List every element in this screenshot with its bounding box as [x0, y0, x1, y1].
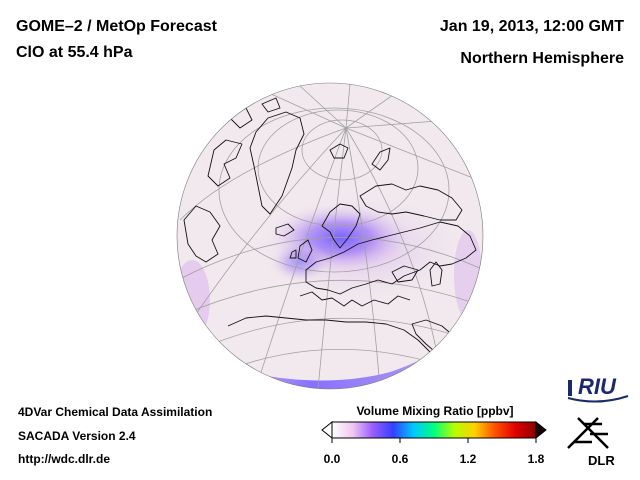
parallel-20n [197, 317, 471, 351]
meridian-4 [345, 89, 401, 129]
clo-west-rim [177, 260, 210, 340]
graticule [177, 83, 483, 389]
meridian-12 [179, 127, 347, 221]
colorbar-tick-label: 0.6 [391, 452, 409, 466]
parallel-10n [221, 349, 445, 373]
colorbar [321, 420, 547, 443]
meridian-2 [299, 85, 347, 129]
meridian-8 [317, 127, 347, 389]
parallel-40n [177, 236, 483, 281]
date-label: Jan 19, 2013, 12:00 GMT [439, 18, 624, 35]
colorbar-tick-label: 0.0 [323, 452, 341, 466]
product-title: GOME–2 / MetOp Forecast [16, 18, 217, 35]
meridian-7 [255, 127, 347, 389]
globe-map [176, 82, 484, 390]
parallel-70n [257, 109, 419, 227]
region-label: Northern Hemisphere [460, 50, 624, 67]
dlr-logo-text: DLR [588, 453, 615, 468]
coast-europe [305, 221, 477, 295]
colorbar-title: Volume Mixing Ratio [ppbv] [356, 404, 514, 418]
coast-british-isles [289, 239, 313, 263]
dlr-logo: DLR [567, 417, 615, 468]
species-level-label: ClO at 55.4 hPa [16, 44, 133, 61]
assimilation-label: 4DVar Chemical Data Assimilation [18, 405, 213, 419]
riu-logo: RIU [567, 374, 629, 403]
riu-logo-bar [568, 380, 572, 396]
colorbar-frame [331, 421, 537, 439]
coast-scandinavia [321, 203, 361, 249]
colorbar-gradient [332, 422, 536, 438]
meridian-10 [345, 127, 441, 371]
globe-outline [176, 82, 484, 390]
meridian-1 [257, 87, 347, 129]
coast-caspian [429, 261, 443, 287]
coast-north-america [183, 205, 221, 263]
coast-mediterranean-north [299, 291, 411, 307]
meridian-6 [345, 127, 479, 181]
riu-logo-text: RIU [578, 374, 617, 399]
riu-logo-swoosh [567, 395, 629, 403]
coast-canada-arctic [207, 139, 243, 187]
meridian-11 [191, 127, 347, 321]
dlr-logo-mark [567, 417, 609, 449]
colorbar-tick-label: 1.8 [527, 452, 545, 466]
colorbar-under-arrow [321, 420, 333, 440]
colorbar-tick-label: 1.2 [459, 452, 477, 466]
parallel-80n [301, 119, 383, 181]
meridian-3 [345, 83, 351, 129]
clo-polar-arm [270, 242, 330, 282]
coast-novaya-zemlya [371, 147, 391, 171]
version-label: SACADA Version 2.4 [18, 429, 136, 443]
parallel-60n [218, 107, 450, 273]
coast-iceland [275, 223, 295, 237]
coast-russia-north [359, 183, 463, 221]
coast-greenland [249, 111, 305, 215]
meridian-9 [345, 127, 381, 389]
parallel-30n [179, 279, 483, 317]
coast-black-sea [391, 265, 419, 283]
colorbar-ticks [331, 438, 537, 443]
colorbar-over-arrow [535, 420, 547, 440]
coast-svalbard [329, 143, 349, 159]
website-link[interactable]: http://wdc.dlr.de [18, 452, 110, 466]
